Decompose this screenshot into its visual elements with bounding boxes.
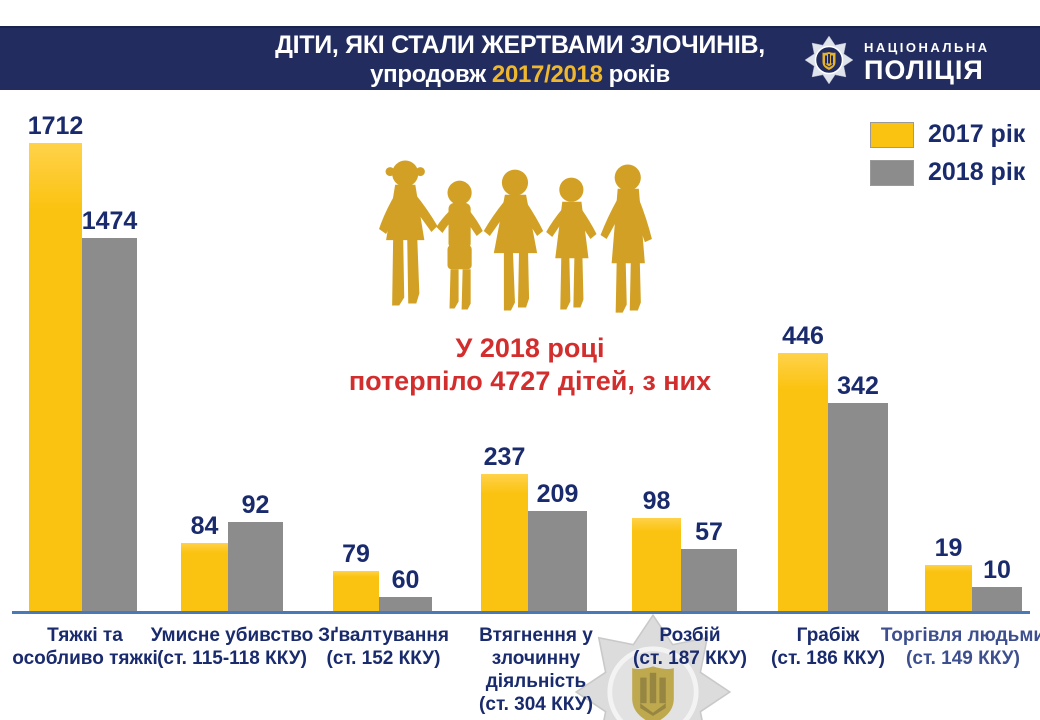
bar-2018 xyxy=(228,522,283,611)
bar-value: 98 xyxy=(642,487,671,515)
title-suffix: років xyxy=(608,61,671,88)
logo-line1: НАЦІОНАЛЬНА xyxy=(864,40,990,55)
bar-2018 xyxy=(379,597,432,611)
category-line: Торгівля людьми xyxy=(880,625,1040,646)
bar-2018 xyxy=(681,549,737,611)
bar-value: 237 xyxy=(483,443,526,471)
bar-column-2017-murder: 84 xyxy=(181,512,228,611)
title-years: 2017/2018 xyxy=(491,61,603,88)
bar-value: 79 xyxy=(342,540,370,568)
bar-column-2018-robbery: 342 xyxy=(828,372,888,611)
category-line: Грабіж xyxy=(796,625,860,646)
legend-item-2018: 2018 рік xyxy=(870,158,1025,187)
category-label-involvement: Втягнення у злочинну діяльність (ст. 304… xyxy=(451,624,621,716)
legend-label-2017: 2017 рік xyxy=(928,120,1026,148)
category-line: (ст. 304 ККУ) xyxy=(479,694,593,715)
category-line: (ст. 187 ККУ) xyxy=(633,648,747,669)
bar-value: 84 xyxy=(190,512,219,540)
legend-swatch-2018 xyxy=(870,159,914,186)
title-line1: ДІТИ, ЯКІ СТАЛИ ЖЕРТВАМИ ЗЛОЧИНІВ, xyxy=(275,31,765,59)
bar-column-2018-trafficking: 10 xyxy=(972,556,1022,611)
category-label-murder: Умисне убивство (ст. 115-118 ККУ) xyxy=(147,624,317,670)
title-line2: упродовж 2017/2018 років xyxy=(0,60,1040,89)
bar-column-2017-robbery: 446 xyxy=(778,322,828,611)
bar-2017 xyxy=(481,474,528,611)
page-title: ДІТИ, ЯКІ СТАЛИ ЖЕРТВАМИ ЗЛОЧИНІВ, упрод… xyxy=(0,31,1040,89)
callout-line1: У 2018 році xyxy=(455,333,605,363)
header-bar: ДІТИ, ЯКІ СТАЛИ ЖЕРТВАМИ ЗЛОЧИНІВ, упрод… xyxy=(0,26,1040,90)
callout-2018-total: У 2018 році потерпіло 4727 дітей, з них xyxy=(310,332,750,398)
category-line: (ст. 152 ККУ) xyxy=(326,648,441,669)
category-line: Розбій xyxy=(659,625,721,646)
logo-text: НАЦІОНАЛЬНА ПОЛІЦІЯ xyxy=(864,40,990,86)
category-line: Тяжкі та xyxy=(47,625,123,646)
legend: 2017 рік 2018 рік xyxy=(870,120,1025,196)
category-line: особливо тяжкі xyxy=(12,648,158,669)
bar-column-2017-grave-crimes: 1712 xyxy=(27,112,84,611)
category-line: діяльність xyxy=(485,671,587,692)
bar-column-2018-involvement: 209 xyxy=(528,480,587,611)
bar-2018 xyxy=(828,403,888,611)
national-police-logo: НАЦІОНАЛЬНА ПОЛІЦІЯ xyxy=(804,33,1022,89)
category-label-robbery: Грабіж (ст. 186 ККУ) xyxy=(748,624,908,670)
bar-2017 xyxy=(778,353,828,611)
legend-label-2018: 2018 рік xyxy=(928,158,1026,186)
bar-2017 xyxy=(333,571,379,611)
legend-swatch-2017 xyxy=(870,121,914,148)
category-line: (ст. 149 ККУ) xyxy=(906,648,1020,669)
bar-2017 xyxy=(29,143,82,611)
bar-column-2017-trafficking: 19 xyxy=(925,534,972,611)
callout-line2: потерпіло 4727 дітей, з них xyxy=(348,366,712,396)
category-line: (ст. 115-118 ККУ) xyxy=(157,648,307,669)
category-line: злочинну xyxy=(491,648,581,669)
bar-value: 446 xyxy=(782,322,824,350)
logo-line2: ПОЛІЦІЯ xyxy=(864,55,984,85)
bar-value: 1712 xyxy=(27,112,84,140)
bar-value: 60 xyxy=(391,566,420,594)
bar-2017 xyxy=(925,565,972,611)
bar-value: 209 xyxy=(536,480,579,508)
bar-column-2017-robbery-assault: 98 xyxy=(632,487,681,611)
bar-2017 xyxy=(181,543,228,611)
bar-value: 10 xyxy=(983,556,1011,584)
bar-value: 1474 xyxy=(81,207,138,235)
category-line: Зґвалтування xyxy=(318,625,449,646)
bar-value: 92 xyxy=(241,491,270,519)
bar-column-2018-robbery-assault: 57 xyxy=(681,518,737,611)
police-badge-watermark-icon xyxy=(574,613,732,720)
bar-2018 xyxy=(972,587,1022,611)
bar-column-2018-rape: 60 xyxy=(379,566,432,611)
category-line: Умисне убивство xyxy=(150,625,314,646)
category-label-rape: Зґвалтування (ст. 152 ККУ) xyxy=(291,624,476,670)
bar-value: 342 xyxy=(837,372,879,400)
category-label-trafficking: Торгівля людьми (ст. 149 ККУ) xyxy=(878,624,1040,670)
police-badge-icon xyxy=(804,35,854,85)
bar-value: 57 xyxy=(695,518,723,546)
bar-column-2018-murder: 92 xyxy=(228,491,283,611)
bar-value: 19 xyxy=(934,534,963,562)
bar-2018 xyxy=(82,238,137,611)
category-line: Втягнення у xyxy=(479,625,593,646)
category-label-robbery-assault: Розбій (ст. 187 ККУ) xyxy=(610,624,770,670)
bar-column-2017-rape: 79 xyxy=(333,540,379,611)
bar-column-2018-grave-crimes: 1474 xyxy=(82,207,137,611)
title-prefix: упродовж xyxy=(370,61,486,88)
category-line: (ст. 186 ККУ) xyxy=(771,648,885,669)
children-holding-hands-silhouette xyxy=(379,160,652,313)
bar-column-2017-involvement: 237 xyxy=(481,443,528,611)
x-axis-line xyxy=(12,611,1030,614)
legend-item-2017: 2017 рік xyxy=(870,120,1025,149)
bar-2018 xyxy=(528,511,587,611)
bar-2017 xyxy=(632,518,681,611)
category-label-grave-crimes: Тяжкі та особливо тяжкі xyxy=(5,624,165,670)
